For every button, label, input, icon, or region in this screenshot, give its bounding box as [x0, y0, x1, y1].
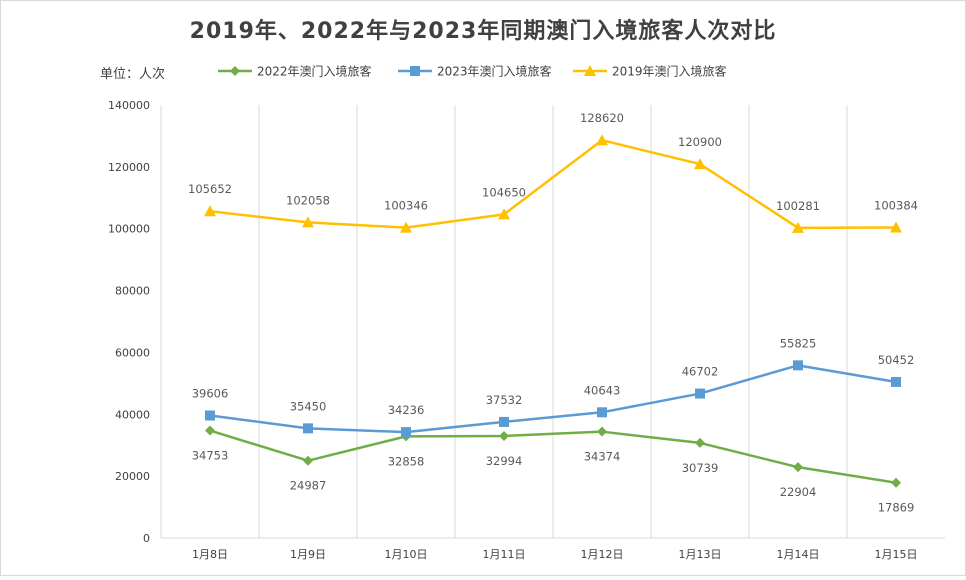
x-tick-label: 1月10日: [385, 548, 428, 561]
x-tick-label: 1月11日: [483, 548, 526, 561]
axes: 0 20000 40000 60000 80000 100000 120000 140000 1…: [108, 99, 945, 561]
y-tick-label: 120000: [108, 161, 150, 174]
data-point-1: [499, 430, 509, 441]
y-tick-label: 80000: [115, 285, 150, 298]
data-label: 104650: [482, 185, 526, 199]
data-point-3: [596, 134, 608, 146]
data-point-legend-3: [584, 65, 596, 76]
data-label: 100384: [874, 199, 918, 213]
data-point-legend-1: [230, 66, 240, 76]
data-point-3: [498, 208, 510, 220]
data-point-2: [205, 410, 215, 421]
data-point-3: [890, 221, 902, 233]
chart-title: 2019年、2022年与2023年同期澳门入境旅客人次对比: [190, 18, 777, 44]
data-label: 50452: [878, 353, 915, 367]
x-tick-label: 1月15日: [875, 548, 918, 561]
data-label: 46702: [682, 365, 719, 379]
data-label: 35450: [290, 399, 327, 413]
data-label: 17869: [878, 501, 915, 515]
data-label: 39606: [192, 387, 229, 401]
data-point-1: [793, 462, 803, 473]
data-label: 120900: [678, 135, 722, 149]
series-3: [204, 134, 902, 233]
x-tick-label: 1月13日: [679, 548, 722, 561]
data-point-1: [303, 455, 313, 466]
x-tick-label: 1月14日: [777, 548, 820, 561]
legend-label: 2022年澳门入境旅客: [257, 64, 372, 79]
data-label: 100346: [384, 199, 428, 213]
series-group: [204, 134, 902, 488]
series-2: [205, 360, 901, 438]
data-label: 100281: [776, 199, 820, 213]
x-tick-label: 1月9日: [290, 548, 326, 561]
data-point-3: [792, 221, 804, 233]
data-point-2: [401, 427, 411, 438]
data-point-3: [694, 158, 706, 170]
data-label: 40643: [584, 383, 621, 397]
data-label: 105652: [188, 182, 232, 196]
data-point-2: [793, 360, 803, 371]
data-point-2: [303, 423, 313, 434]
data-label: 32858: [388, 454, 425, 468]
legend-label: 2023年澳门入境旅客: [437, 64, 552, 79]
x-tick-label: 1月12日: [581, 548, 624, 561]
y-tick-label: 100000: [108, 223, 150, 236]
data-point-1: [891, 477, 901, 488]
data-point-1: [695, 437, 705, 448]
data-point-2: [499, 416, 509, 427]
data-point-2: [597, 407, 607, 418]
data-label: 34374: [584, 450, 621, 464]
data-point-3: [302, 216, 314, 228]
data-label: 37532: [486, 393, 523, 407]
series-1: [205, 425, 901, 488]
series-line: [209, 364, 897, 434]
data-label: 32994: [486, 454, 523, 468]
legend-item: 2019年澳门入境旅客: [573, 64, 727, 79]
legend-item: 2023年澳门入境旅客: [398, 64, 552, 79]
data-point-2: [891, 376, 901, 387]
x-tick-label: 1月8日: [192, 548, 228, 561]
data-label: 24987: [290, 479, 327, 493]
data-point-legend-2: [410, 66, 420, 76]
data-label: 34753: [192, 449, 229, 463]
unit-label: 单位：人次: [100, 66, 165, 82]
data-label: 30739: [682, 461, 719, 475]
data-label: 22904: [780, 485, 817, 499]
data-label: 55825: [780, 336, 817, 350]
data-point-1: [597, 426, 607, 437]
legend: 2022年澳门入境旅客 2023年澳门入境旅客 2019年澳门入境旅客: [218, 64, 727, 79]
data-label: 34236: [388, 403, 425, 417]
series-line: [209, 429, 897, 484]
y-tick-label: 20000: [115, 470, 150, 483]
y-tick-label: 60000: [115, 346, 150, 359]
y-tick-label: 40000: [115, 408, 150, 421]
series-line: [209, 138, 897, 230]
data-label: 128620: [580, 111, 624, 125]
y-tick-label: 0: [143, 532, 150, 545]
gridlines: [258, 105, 848, 538]
data-point-3: [400, 221, 412, 233]
legend-item: 2022年澳门入境旅客: [218, 64, 372, 79]
data-point-2: [695, 388, 705, 399]
data-point-1: [205, 425, 215, 436]
data-label: 102058: [286, 193, 330, 207]
y-tick-label: 140000: [108, 99, 150, 112]
data-point-3: [204, 205, 216, 217]
data-labels: 34753 24987 32858 32994 34374 30739 22904 17869…: [188, 111, 918, 515]
legend-label: 2019年澳门入境旅客: [612, 64, 727, 79]
